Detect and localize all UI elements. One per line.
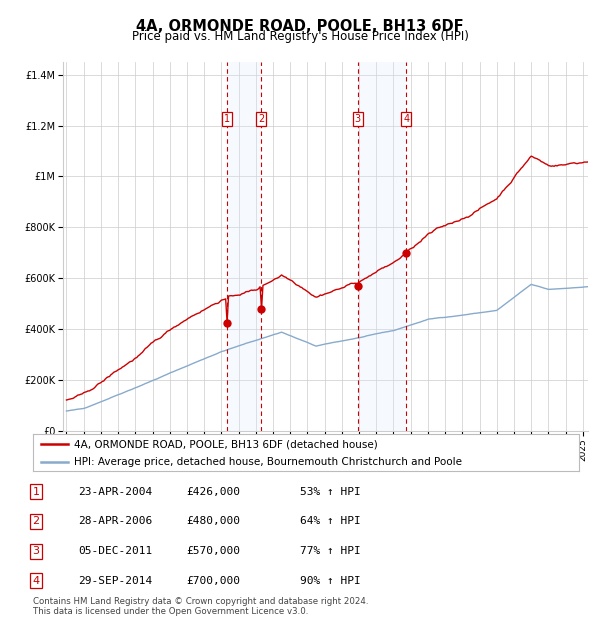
Text: 53% ↑ HPI: 53% ↑ HPI (300, 487, 361, 497)
Text: £426,000: £426,000 (186, 487, 240, 497)
Text: £570,000: £570,000 (186, 546, 240, 556)
Text: £700,000: £700,000 (186, 576, 240, 586)
Text: 64% ↑ HPI: 64% ↑ HPI (300, 516, 361, 526)
Text: Price paid vs. HM Land Registry's House Price Index (HPI): Price paid vs. HM Land Registry's House … (131, 30, 469, 43)
Text: 77% ↑ HPI: 77% ↑ HPI (300, 546, 361, 556)
Text: 4A, ORMONDE ROAD, POOLE, BH13 6DF: 4A, ORMONDE ROAD, POOLE, BH13 6DF (136, 19, 464, 33)
Text: This data is licensed under the Open Government Licence v3.0.: This data is licensed under the Open Gov… (33, 607, 308, 616)
Text: 2: 2 (258, 114, 265, 124)
Text: 3: 3 (32, 546, 40, 556)
Text: 05-DEC-2011: 05-DEC-2011 (78, 546, 152, 556)
Text: 1: 1 (224, 114, 230, 124)
Text: 29-SEP-2014: 29-SEP-2014 (78, 576, 152, 586)
Text: 28-APR-2006: 28-APR-2006 (78, 516, 152, 526)
Text: 1: 1 (32, 487, 40, 497)
Text: 90% ↑ HPI: 90% ↑ HPI (300, 576, 361, 586)
Text: 23-APR-2004: 23-APR-2004 (78, 487, 152, 497)
Text: Contains HM Land Registry data © Crown copyright and database right 2024.: Contains HM Land Registry data © Crown c… (33, 597, 368, 606)
Text: 4A, ORMONDE ROAD, POOLE, BH13 6DF (detached house): 4A, ORMONDE ROAD, POOLE, BH13 6DF (detac… (74, 439, 378, 449)
Text: 3: 3 (355, 114, 361, 124)
Text: HPI: Average price, detached house, Bournemouth Christchurch and Poole: HPI: Average price, detached house, Bour… (74, 457, 462, 467)
Text: £480,000: £480,000 (186, 516, 240, 526)
Text: 4: 4 (32, 576, 40, 586)
Bar (227, 62, 261, 431)
Bar (358, 62, 406, 431)
Text: 2: 2 (32, 516, 40, 526)
Text: 4: 4 (403, 114, 409, 124)
